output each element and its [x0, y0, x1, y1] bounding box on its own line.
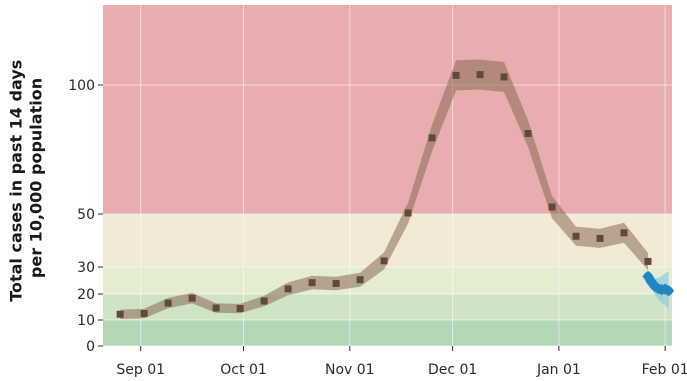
data-point: [332, 279, 340, 287]
data-point: [662, 285, 675, 297]
x-tick-label: Nov 01: [325, 362, 375, 378]
y-axis-title: Total cases in past 14 days per 10,000 p…: [7, 54, 46, 302]
data-point: [452, 71, 460, 79]
data-point: [212, 304, 220, 312]
data-point: [620, 229, 628, 237]
data-point: [644, 257, 652, 265]
data-point: [188, 294, 196, 302]
risk-band-0-10: [103, 320, 672, 346]
data-point: [356, 276, 364, 284]
data-point: [548, 203, 556, 211]
x-axis-ticks: Sep 01 Oct 01 Nov 01 Dec 01 Jan 01 Feb 01: [116, 346, 687, 378]
risk-band-50-125: [103, 5, 672, 214]
y-axis-title-line1: Total cases in past 14 days: [7, 60, 26, 302]
y-tick-label: 100: [68, 78, 95, 94]
x-tick-label: Jan 01: [536, 362, 581, 378]
y-tick-label: 10: [77, 313, 95, 329]
y-tick-label: 50: [77, 207, 95, 223]
data-point: [572, 232, 580, 240]
data-point: [116, 310, 124, 318]
y-axis-ticks: 0 10 20 30 50 100: [68, 78, 103, 355]
series-0-ribbon: [120, 59, 649, 319]
data-point: [500, 73, 508, 81]
data-point: [428, 134, 436, 142]
y-tick-label: 30: [77, 260, 95, 276]
x-tick-label: Dec 01: [428, 362, 477, 378]
data-point: [596, 234, 604, 242]
data-point: [404, 209, 412, 217]
risk-bands: [103, 5, 672, 346]
y-tick-label: 0: [86, 339, 95, 355]
data-point: [476, 71, 484, 79]
data-points: [116, 71, 675, 318]
data-point: [284, 285, 292, 293]
y-axis-title-line2: per 10,000 population: [27, 78, 46, 278]
y-tick-label: 20: [77, 287, 95, 303]
data-point: [260, 297, 268, 305]
x-tick-label: Oct 01: [220, 362, 266, 378]
data-point: [524, 130, 532, 138]
data-point: [164, 299, 172, 307]
data-point: [236, 305, 244, 313]
x-tick-label: Sep 01: [116, 362, 165, 378]
data-point: [308, 279, 316, 287]
data-point: [380, 257, 388, 265]
gridlines: [103, 5, 672, 347]
risk-band-20-30: [103, 267, 672, 294]
data-point: [140, 310, 148, 317]
x-tick-label: Feb 01: [642, 362, 687, 378]
